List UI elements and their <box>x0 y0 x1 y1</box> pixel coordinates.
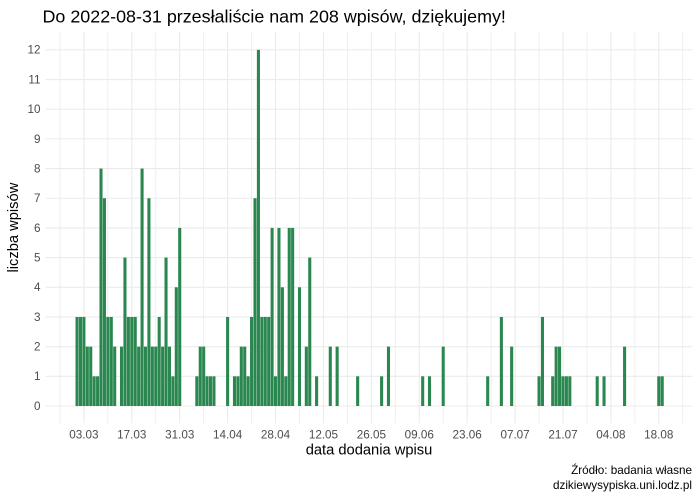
svg-text:6: 6 <box>34 222 41 235</box>
svg-text:04.08: 04.08 <box>596 429 625 442</box>
svg-text:07.07: 07.07 <box>500 429 529 442</box>
svg-text:Do 2022-08-31 przesłaliście na: Do 2022-08-31 przesłaliście nam 208 wpis… <box>43 6 506 26</box>
svg-text:4: 4 <box>34 281 41 294</box>
svg-text:7: 7 <box>34 192 41 205</box>
svg-text:26.05: 26.05 <box>357 429 387 442</box>
svg-text:dzikiewysypiska.uni.lodz.pl: dzikiewysypiska.uni.lodz.pl <box>553 479 692 492</box>
svg-text:9: 9 <box>34 133 41 146</box>
svg-text:11: 11 <box>28 73 40 86</box>
svg-text:10: 10 <box>27 103 41 116</box>
svg-text:21.07: 21.07 <box>548 429 577 442</box>
svg-text:0: 0 <box>34 400 41 413</box>
svg-text:liczba wpisów: liczba wpisów <box>6 182 22 272</box>
svg-text:3: 3 <box>34 311 41 324</box>
svg-text:17.03: 17.03 <box>117 429 146 442</box>
svg-text:28.04: 28.04 <box>261 429 291 442</box>
svg-text:14.04: 14.04 <box>213 429 243 442</box>
svg-text:1: 1 <box>34 370 41 383</box>
svg-text:18.08: 18.08 <box>644 429 673 442</box>
svg-text:12.05: 12.05 <box>309 429 339 442</box>
svg-text:09.06: 09.06 <box>405 429 434 442</box>
svg-text:5: 5 <box>34 252 41 265</box>
svg-text:23.06: 23.06 <box>453 429 482 442</box>
svg-text:03.03: 03.03 <box>69 429 98 442</box>
svg-text:8: 8 <box>34 162 41 175</box>
svg-text:data dodania wpisu: data dodania wpisu <box>306 443 433 459</box>
svg-text:2: 2 <box>34 341 41 354</box>
svg-text:Źródło: badania własne: Źródło: badania własne <box>571 464 692 477</box>
svg-text:31.03: 31.03 <box>165 429 194 442</box>
svg-text:12: 12 <box>27 44 40 57</box>
